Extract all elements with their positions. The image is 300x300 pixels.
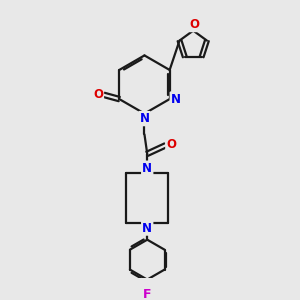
Text: N: N — [140, 112, 149, 125]
Text: O: O — [93, 88, 103, 101]
Text: O: O — [166, 138, 176, 151]
Text: N: N — [142, 162, 152, 175]
Text: N: N — [171, 93, 181, 106]
Text: F: F — [143, 288, 152, 300]
Text: N: N — [142, 222, 152, 235]
Text: O: O — [190, 18, 200, 31]
